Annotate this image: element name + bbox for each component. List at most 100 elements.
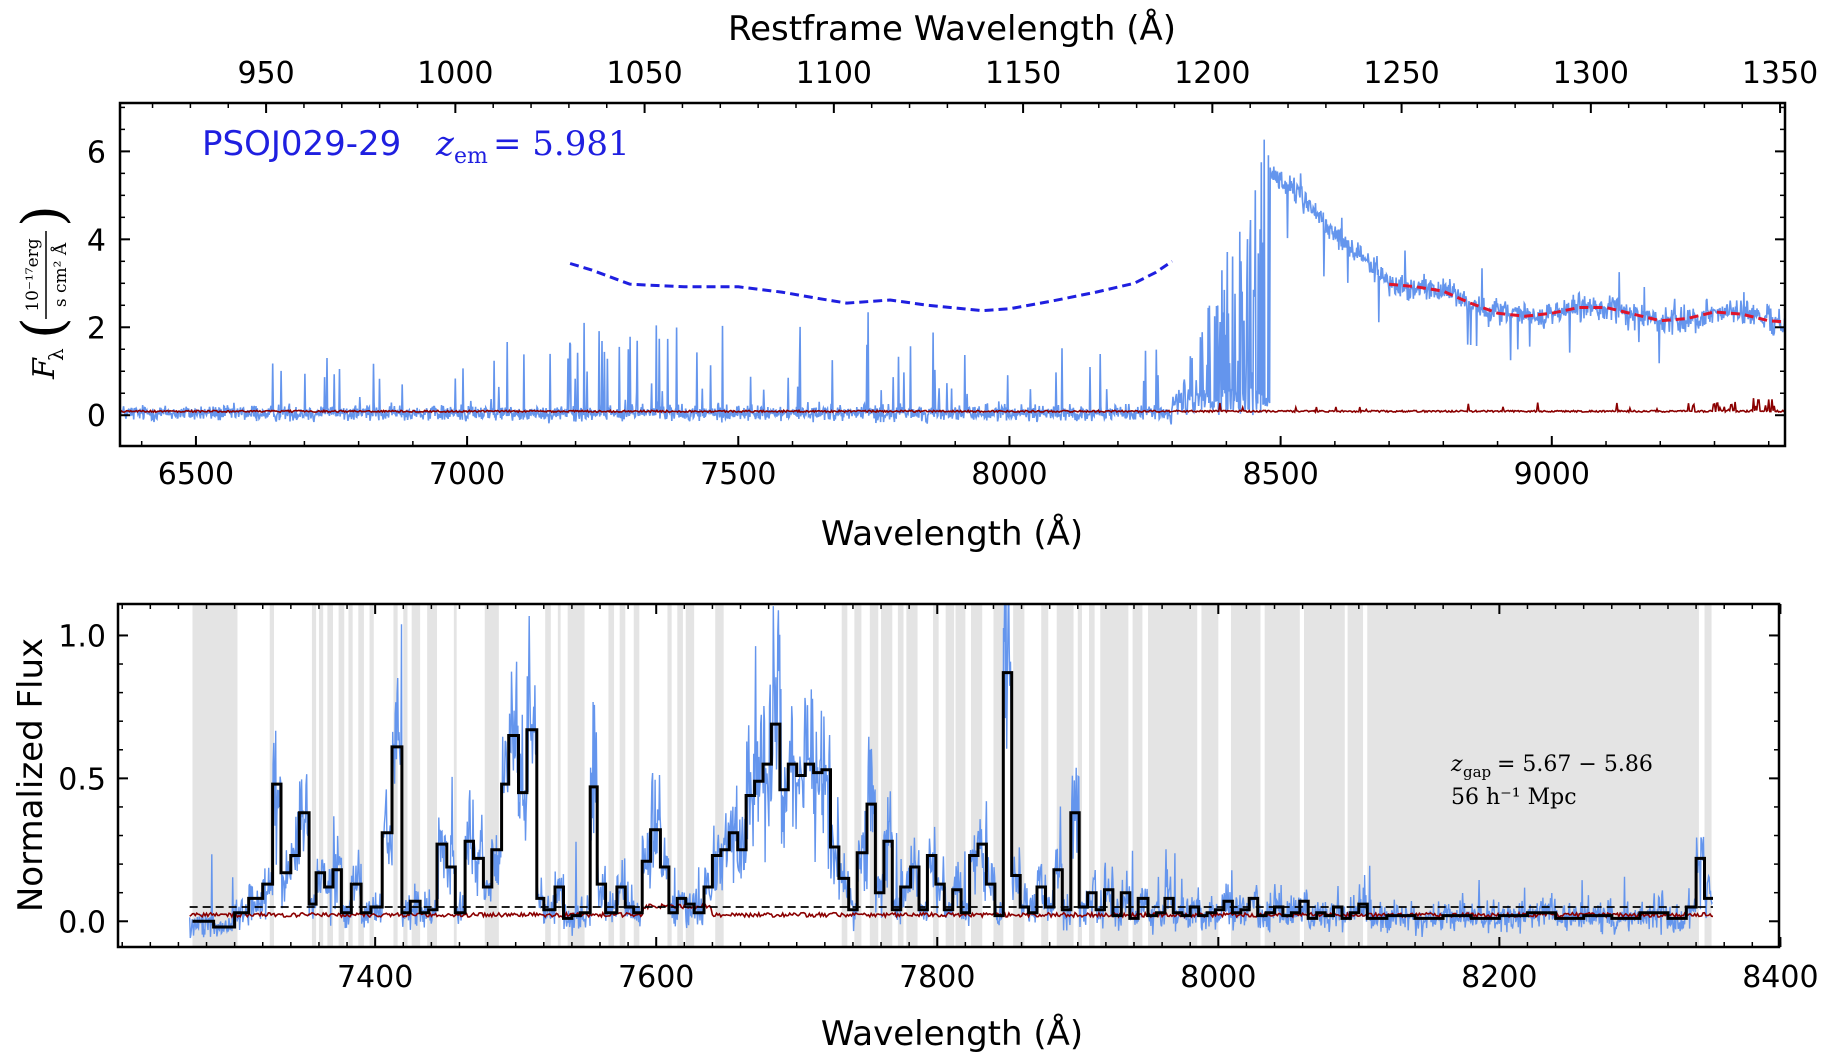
top-xtick-label: 8000	[971, 457, 1047, 492]
gap-region	[1347, 604, 1364, 947]
gap-length: 56 h⁻¹ Mpc	[1451, 785, 1577, 810]
bottom-y-axis-label: Normalized Flux	[11, 638, 51, 912]
zgap-sub: gap	[1463, 763, 1491, 781]
bottom-ytick-label: 0.5	[58, 762, 106, 797]
ylabel-units-den: s cm² Å	[50, 242, 71, 307]
gap-region	[1013, 604, 1025, 947]
zgap-symbol: z	[1450, 752, 1463, 777]
gap-region	[557, 604, 561, 947]
top-error-spectrum	[120, 398, 1785, 415]
gap-region	[881, 604, 893, 947]
gap-region	[677, 604, 683, 947]
gap-region	[841, 604, 848, 947]
gap-region	[1089, 604, 1095, 947]
gap-region	[192, 604, 238, 947]
bottom-normalized-panel: 7400 7600 7800 8000 8200 8400 0.0 0.5 1.0 Wavel…	[11, 602, 1819, 1054]
bottom-xtick-label: 8400	[1742, 960, 1818, 995]
top-xtick-label: 7500	[700, 457, 776, 492]
gap-region	[484, 604, 499, 947]
bottom-xtick-label: 7600	[618, 960, 694, 995]
gap-region	[427, 604, 437, 947]
gap-region	[854, 604, 862, 947]
top-xtick-label: 9000	[1514, 457, 1590, 492]
gap-region	[667, 604, 672, 947]
top-x2tick-label: 1350	[1742, 56, 1818, 91]
top-flux-spectrum	[120, 139, 1785, 425]
top-y-axis-label: F λ ( 10⁻¹⁷erg s cm² Å )	[11, 205, 76, 380]
gap-region	[715, 604, 724, 947]
gap-region	[348, 604, 353, 947]
top-x2-axis-label: Restframe Wavelength (Å)	[728, 8, 1176, 49]
bottom-xtick-label: 8200	[1461, 960, 1537, 995]
gap-region	[403, 604, 408, 947]
bottom-flux-spectrum	[189, 604, 1714, 939]
gap-region	[567, 604, 585, 947]
gap-region	[906, 604, 918, 947]
top-spectrum-panel: 6500 7000 7500 8000 8500 9000 0 2 4 6 950 1000 105…	[11, 8, 1818, 554]
top-x2tick-label: 1050	[606, 56, 682, 91]
blue-continuum-line	[569, 260, 1173, 313]
redshift-symbol: z	[435, 124, 455, 164]
gap-region	[685, 604, 695, 947]
top-x2tick-label: 1000	[417, 56, 493, 91]
quasar-label: PSOJ029-29 z em = 5.981	[202, 124, 630, 169]
top-x2tick-label: 1250	[1363, 56, 1439, 91]
top-xtick-label: 8500	[1242, 457, 1318, 492]
top-x2tick-label: 1200	[1174, 56, 1250, 91]
gap-region	[955, 604, 966, 947]
top-x2tick-label: 1100	[796, 56, 872, 91]
gap-region	[1367, 604, 1699, 947]
gap-region	[1201, 604, 1219, 947]
top-ytick-label: 2	[87, 311, 106, 346]
bottom-ytick-label: 1.0	[58, 619, 106, 654]
gap-region	[1264, 604, 1300, 947]
gap-region	[619, 604, 626, 947]
ylabel-sub: λ	[44, 348, 68, 361]
gap-region	[358, 604, 364, 947]
svg-text:): )	[11, 205, 76, 227]
top-ytick-label: 0	[87, 399, 106, 434]
top-xtick-label: 6500	[158, 457, 234, 492]
gap-region	[945, 604, 955, 947]
gap-region	[869, 604, 879, 947]
gap-region	[993, 604, 1004, 947]
gap-region	[269, 604, 274, 947]
gap-region	[608, 604, 615, 947]
gap-region	[311, 604, 317, 947]
gap-region	[327, 604, 334, 947]
bottom-x-axis-label: Wavelength (Å)	[821, 1013, 1083, 1054]
gap-region	[1077, 604, 1082, 947]
quasar-name: PSOJ029-29	[202, 124, 401, 164]
top-ytick-label: 4	[87, 223, 106, 258]
gap-region	[453, 604, 457, 947]
gap-region	[970, 604, 983, 947]
bottom-xtick-label: 7400	[337, 960, 413, 995]
gap-region	[1704, 604, 1712, 947]
gap-region	[338, 604, 345, 947]
bottom-axes-frame	[116, 602, 1781, 949]
ylabel-symbol: F	[27, 357, 62, 380]
top-axes-frame	[118, 101, 1787, 448]
ylabel-units-num: 10⁻¹⁷erg	[23, 238, 43, 311]
zgap-value: = 5.67 − 5.86	[1497, 752, 1653, 777]
bottom-ytick-label: 0.0	[58, 905, 106, 940]
gap-region	[1148, 604, 1198, 947]
bottom-xtick-label: 8000	[1180, 960, 1256, 995]
gap-region	[897, 604, 904, 947]
binned-flux-step	[192, 671, 1713, 929]
svg-text:(: (	[11, 317, 76, 339]
gap-region	[393, 604, 398, 947]
gap-region	[369, 604, 374, 947]
top-x-axis-label: Wavelength (Å)	[821, 513, 1083, 554]
redshift-sub: em	[454, 144, 488, 169]
bottom-xtick-label: 7800	[899, 960, 975, 995]
gap-region	[1041, 604, 1049, 947]
top-xtick-label: 7000	[429, 457, 505, 492]
gap-region	[1132, 604, 1143, 947]
top-x2tick-label: 950	[237, 56, 294, 91]
gap-region	[318, 604, 324, 947]
gap-region	[633, 604, 640, 947]
redshift-value: = 5.981	[493, 124, 630, 164]
top-x2tick-label: 1300	[1553, 56, 1629, 91]
